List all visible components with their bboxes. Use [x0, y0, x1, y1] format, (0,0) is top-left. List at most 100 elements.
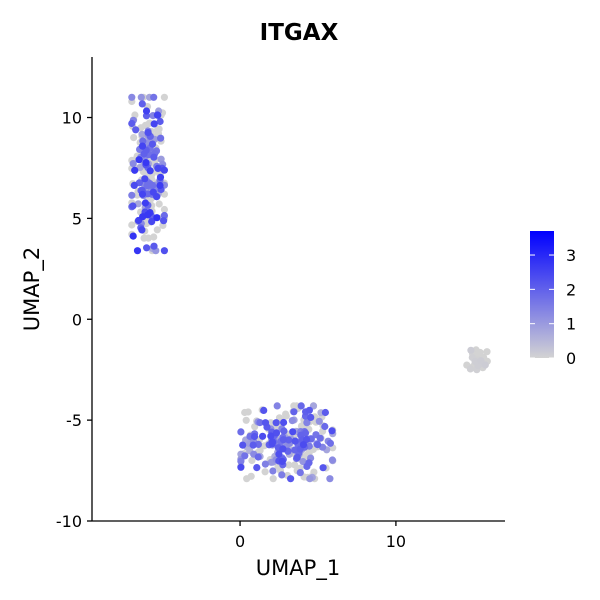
data-point — [273, 402, 281, 410]
data-point — [269, 467, 277, 475]
data-point — [156, 173, 165, 181]
x-axis-label: UMAP_1 — [256, 556, 340, 581]
data-point — [134, 200, 142, 208]
data-point — [287, 475, 295, 483]
legend-tick-label: 2 — [566, 280, 576, 299]
data-point — [237, 428, 245, 436]
data-point — [321, 408, 329, 417]
data-point — [142, 159, 150, 167]
data-point — [129, 232, 137, 240]
data-point — [293, 453, 301, 461]
data-point — [139, 137, 147, 145]
data-point — [299, 441, 308, 449]
data-point — [146, 167, 154, 175]
data-point — [466, 365, 474, 373]
data-point — [285, 436, 293, 444]
data-point — [261, 460, 269, 468]
data-point — [140, 234, 148, 242]
data-point — [278, 471, 286, 479]
points-layer — [128, 93, 491, 483]
data-point — [137, 93, 145, 101]
data-point — [132, 126, 140, 134]
data-point — [303, 419, 311, 427]
data-point — [128, 93, 136, 101]
data-point — [481, 361, 489, 369]
data-point — [141, 199, 149, 207]
data-point — [328, 456, 336, 464]
data-point — [154, 164, 162, 172]
y-tick-label: 5 — [72, 209, 82, 228]
data-point — [291, 461, 299, 469]
data-point — [149, 181, 157, 190]
data-point — [141, 175, 149, 183]
data-point — [160, 217, 168, 225]
data-point — [254, 453, 262, 461]
data-point — [305, 459, 313, 467]
data-point — [237, 463, 245, 471]
data-point — [130, 181, 138, 189]
data-point — [272, 419, 280, 427]
data-point — [244, 408, 252, 416]
data-point — [160, 205, 168, 214]
data-point — [291, 446, 299, 454]
data-point — [260, 406, 268, 414]
data-point — [241, 452, 249, 460]
data-point — [316, 434, 324, 442]
data-point — [280, 427, 288, 435]
data-point — [279, 445, 287, 453]
data-point — [150, 153, 158, 161]
data-point — [272, 429, 281, 437]
data-point — [153, 111, 161, 119]
data-point — [326, 475, 334, 483]
data-point — [477, 357, 485, 365]
data-point — [160, 247, 168, 255]
data-point — [321, 422, 329, 431]
data-point — [483, 348, 491, 356]
data-point — [129, 160, 137, 168]
data-point — [156, 181, 164, 190]
data-point — [142, 107, 151, 115]
data-point — [153, 226, 161, 234]
data-point — [144, 211, 152, 219]
data-point — [156, 117, 164, 126]
data-point — [138, 190, 147, 198]
data-point — [269, 475, 277, 483]
y-tick-label: -10 — [56, 512, 82, 531]
data-point — [259, 432, 267, 440]
data-point — [319, 464, 327, 472]
data-point — [128, 191, 136, 199]
legend-tick-label: 3 — [566, 246, 576, 265]
y-axis-label: UMAP_2 — [20, 247, 45, 331]
data-point — [138, 142, 147, 150]
data-point — [261, 468, 269, 476]
data-point — [250, 432, 259, 441]
data-point — [150, 93, 158, 101]
data-point — [267, 432, 275, 440]
data-point — [289, 428, 297, 436]
data-point — [280, 418, 288, 427]
chart-title: ITGAX — [260, 20, 339, 46]
data-point — [138, 226, 146, 234]
data-point — [144, 129, 152, 137]
data-point — [153, 214, 161, 222]
data-point — [315, 417, 323, 425]
data-point — [249, 441, 257, 449]
data-point — [285, 461, 293, 469]
data-point — [239, 441, 247, 449]
data-point — [278, 457, 286, 465]
data-point — [256, 446, 264, 455]
data-point — [128, 119, 136, 128]
data-point — [467, 346, 475, 354]
data-point — [243, 475, 251, 483]
data-point — [138, 100, 146, 108]
x-tick-label: 0 — [235, 532, 245, 551]
data-point — [148, 218, 156, 226]
data-point — [307, 413, 315, 421]
legend-tick-label: 1 — [566, 315, 576, 334]
data-point — [135, 156, 143, 164]
data-point — [290, 408, 298, 416]
data-point — [160, 93, 168, 101]
data-point — [157, 134, 165, 142]
data-point — [150, 120, 158, 128]
